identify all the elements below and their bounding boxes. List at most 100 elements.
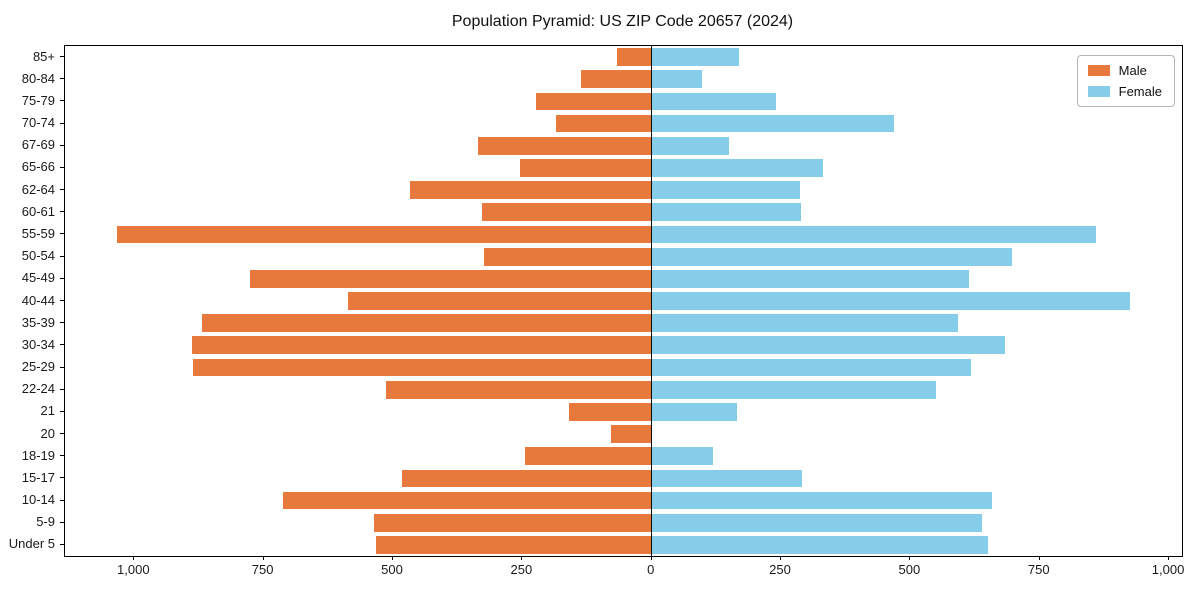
y-tick-67-69	[60, 144, 64, 146]
female-bar-10-14	[651, 491, 992, 510]
legend: Male Female	[1076, 55, 1175, 107]
x-tick-750	[1038, 556, 1040, 560]
y-tick-18-19	[60, 455, 64, 457]
x-tick-label-1,000: 1,000	[1151, 562, 1185, 577]
female-swatch	[1087, 86, 1110, 97]
male-bar-21	[568, 403, 652, 421]
y-tick-label-50-54: 50-54	[21, 248, 55, 264]
y-tick-label-67-69: 67-69	[21, 137, 55, 153]
y-tick-50-54	[60, 255, 64, 257]
y-tick-label-18-19: 18-19	[21, 447, 55, 463]
x-tick-label-500: 500	[898, 562, 921, 577]
y-tick-75-79	[60, 100, 64, 102]
male-swatch	[1087, 65, 1110, 76]
y-tick-label-80-84: 80-84	[21, 70, 55, 86]
y-tick-label-30-34: 30-34	[21, 336, 55, 352]
x-tick-label-750: 750	[251, 562, 274, 577]
male-bar-10-14	[282, 491, 652, 510]
male-bar-30-34	[192, 336, 652, 355]
male-bar-50-54	[483, 247, 652, 266]
y-tick-60-61	[60, 211, 64, 213]
y-tick-40-44	[60, 300, 64, 301]
legend-label-male: Male	[1118, 63, 1147, 78]
y-tick-label-60-61: 60-61	[21, 203, 55, 219]
female-bar-45-49	[651, 269, 969, 288]
female-bar-5-9	[651, 513, 983, 532]
female-bar-62-64	[651, 181, 800, 199]
male-bar-80-84	[580, 70, 652, 89]
x-tick-0	[650, 556, 652, 560]
x-tick-label-250: 250	[510, 562, 533, 577]
chart-title: Population Pyramid: US ZIP Code 20657 (2…	[451, 13, 794, 30]
female-bar-18-19	[651, 447, 713, 466]
female-bar-Under 5	[651, 536, 988, 554]
y-tick-label-22-24: 22-24	[21, 381, 55, 397]
female-bar-50-54	[651, 247, 1013, 266]
female-bar-15-17	[651, 469, 803, 488]
y-tick-62-64	[60, 189, 64, 191]
y-tick-label-15-17: 15-17	[21, 469, 55, 485]
female-bar-22-24	[651, 380, 937, 399]
male-bar-55-59	[117, 225, 652, 244]
female-bar-85+	[651, 48, 739, 66]
x-tick-1,000	[1168, 556, 1170, 560]
male-bar-5-9	[374, 513, 652, 532]
y-tick-70-74	[60, 122, 64, 124]
y-tick-label-10-14: 10-14	[21, 492, 55, 508]
male-bar-22-24	[386, 380, 652, 399]
y-tick-65-66	[60, 166, 64, 168]
female-bar-40-44	[651, 292, 1131, 310]
x-tick-1,000	[133, 556, 135, 560]
bars-layer	[65, 46, 1182, 556]
x-tick-250	[521, 556, 523, 560]
male-bar-18-19	[524, 447, 652, 466]
male-bar-67-69	[477, 136, 652, 155]
y-tick-80-84	[60, 78, 64, 80]
male-bar-15-17	[402, 469, 652, 488]
y-tick-label-45-49: 45-49	[21, 270, 55, 286]
y-tick-35-39	[60, 322, 64, 324]
female-bar-80-84	[651, 70, 702, 89]
y-tick-15-17	[60, 477, 64, 479]
y-tick-label-70-74: 70-74	[21, 115, 55, 131]
y-tick-label-85+: 85+	[32, 48, 55, 64]
x-tick-label-250: 250	[769, 562, 791, 577]
male-bar-70-74	[555, 114, 652, 133]
x-tick-750	[262, 556, 264, 560]
y-tick-30-34	[60, 344, 64, 346]
x-tick-500	[392, 556, 393, 560]
y-tick-label-Under 5: Under 5	[8, 536, 55, 552]
x-tick-250	[780, 556, 782, 560]
x-tick-label-1,000: 1,000	[117, 562, 150, 577]
y-tick-label-25-29: 25-29	[21, 359, 55, 375]
y-tick-label-55-59: 55-59	[21, 225, 55, 241]
legend-item-male: Male	[1087, 63, 1162, 78]
legend-item-female: Female	[1087, 84, 1162, 99]
y-tick-label-21: 21	[40, 403, 55, 419]
y-tick-25-29	[60, 366, 64, 368]
y-tick-21	[60, 410, 64, 412]
male-bar-60-61	[481, 203, 652, 222]
female-bar-21	[651, 403, 738, 421]
y-tick-55-59	[60, 233, 64, 235]
x-tick-label-750: 750	[1027, 562, 1050, 577]
plot-area: Male Female	[64, 45, 1183, 557]
male-bar-40-44	[348, 292, 652, 310]
female-bar-25-29	[651, 358, 972, 377]
x-tick-500	[909, 556, 911, 560]
legend-label-female: Female	[1118, 84, 1162, 99]
y-tick-label-35-39: 35-39	[21, 314, 55, 330]
male-bar-85+	[617, 48, 652, 66]
y-tick-45-49	[60, 277, 64, 279]
male-bar-Under 5	[375, 536, 652, 554]
y-tick-5-9	[60, 521, 64, 523]
zero-axis-line	[650, 46, 653, 556]
x-tick-label-500: 500	[381, 562, 403, 577]
y-tick-label-20: 20	[40, 425, 55, 441]
y-tick-label-75-79: 75-79	[21, 92, 55, 108]
male-bar-75-79	[535, 92, 652, 111]
y-tick-label-5-9: 5-9	[36, 514, 55, 530]
y-tick-22-24	[60, 388, 64, 390]
male-bar-45-49	[250, 269, 652, 288]
